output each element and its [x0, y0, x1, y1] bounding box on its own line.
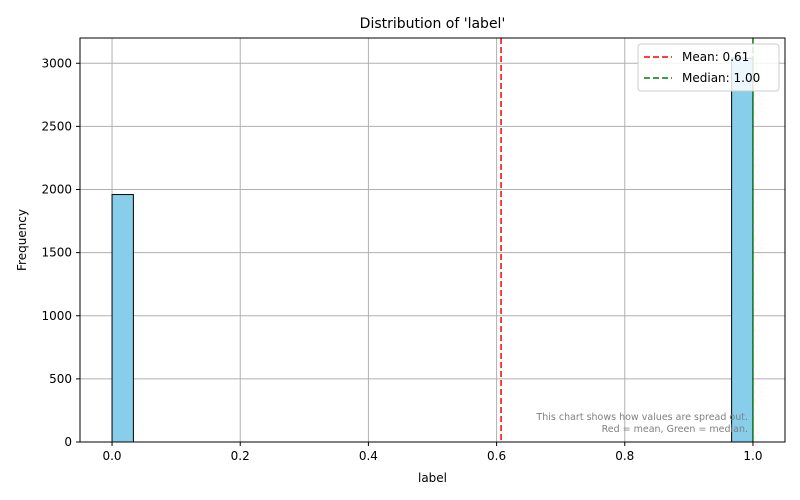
chart-title: Distribution of 'label'	[360, 16, 506, 32]
x-tick-label: 0.2	[231, 449, 250, 463]
x-tick-label: 0.8	[615, 449, 634, 463]
ticks-layer: 0.0 0.2 0.4 0.6 0.8 1.0 0 500 1000 1500 2000 2500 30…	[41, 56, 762, 463]
x-tick-label: 1.0	[743, 449, 762, 463]
bars-layer	[111, 57, 754, 443]
y-tick-label: 2500	[41, 119, 72, 133]
x-tick-label: 0.0	[102, 449, 121, 463]
y-tick-label: 1000	[41, 309, 72, 323]
x-tick-label: 0.4	[359, 449, 378, 463]
legend: Mean: 0.61 Median: 1.00	[637, 43, 780, 92]
grid-layer	[80, 38, 785, 443]
legend-box	[637, 43, 780, 92]
y-tick-label: 1500	[41, 246, 72, 260]
legend-mean-label: Mean: 0.61	[682, 50, 749, 64]
reference-lines-layer	[500, 38, 754, 442]
x-tick-label: 0.6	[487, 449, 506, 463]
y-axis-label: Frequency	[15, 209, 29, 271]
annotation-line-1: This chart shows how values are spread o…	[535, 412, 748, 423]
y-tick-label: 500	[49, 372, 72, 386]
annotation-line-2: Red = mean, Green = median.	[602, 424, 748, 435]
histogram-bar	[731, 57, 754, 443]
x-axis-label: label	[418, 471, 447, 485]
plot-frame	[79, 37, 786, 443]
y-tick-label: 2000	[41, 183, 72, 197]
y-tick-label: 0	[64, 435, 72, 449]
y-tick-label: 3000	[41, 56, 72, 70]
legend-median-label: Median: 1.00	[682, 71, 760, 85]
histogram-bar	[111, 194, 134, 443]
